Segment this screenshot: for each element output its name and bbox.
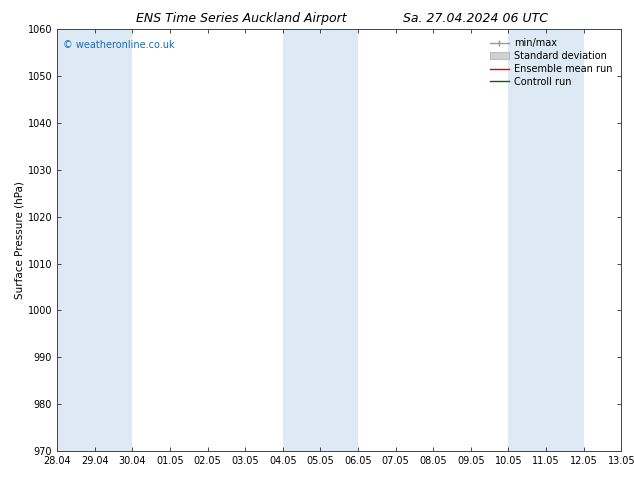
Text: ENS Time Series Auckland Airport: ENS Time Series Auckland Airport xyxy=(136,12,346,25)
Bar xyxy=(57,29,94,451)
Bar xyxy=(508,29,546,451)
Text: © weatheronline.co.uk: © weatheronline.co.uk xyxy=(63,40,174,50)
Y-axis label: Surface Pressure (hPa): Surface Pressure (hPa) xyxy=(15,181,25,299)
Bar xyxy=(283,29,320,451)
Bar xyxy=(320,29,358,451)
Text: Sa. 27.04.2024 06 UTC: Sa. 27.04.2024 06 UTC xyxy=(403,12,548,25)
Bar xyxy=(546,29,584,451)
Legend: min/max, Standard deviation, Ensemble mean run, Controll run: min/max, Standard deviation, Ensemble me… xyxy=(486,34,616,91)
Bar xyxy=(94,29,133,451)
